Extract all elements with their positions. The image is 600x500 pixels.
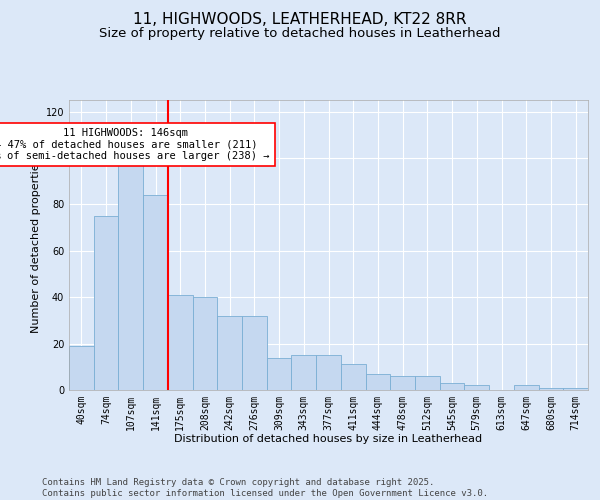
Bar bbox=[292, 355, 316, 390]
Bar bbox=[242, 316, 267, 390]
Text: 11 HIGHWOODS: 146sqm
← 47% of detached houses are smaller (211)
53% of semi-deta: 11 HIGHWOODS: 146sqm ← 47% of detached h… bbox=[0, 128, 269, 161]
Text: 11, HIGHWOODS, LEATHERHEAD, KT22 8RR: 11, HIGHWOODS, LEATHERHEAD, KT22 8RR bbox=[133, 12, 467, 28]
Bar bbox=[69, 346, 94, 390]
Bar bbox=[94, 216, 118, 390]
Bar bbox=[168, 295, 193, 390]
Bar bbox=[440, 383, 464, 390]
Bar bbox=[464, 386, 489, 390]
Bar bbox=[217, 316, 242, 390]
Bar bbox=[193, 297, 217, 390]
Bar bbox=[118, 156, 143, 390]
Bar bbox=[267, 358, 292, 390]
Bar bbox=[563, 388, 588, 390]
Text: Size of property relative to detached houses in Leatherhead: Size of property relative to detached ho… bbox=[99, 28, 501, 40]
Bar bbox=[514, 386, 539, 390]
Text: Contains HM Land Registry data © Crown copyright and database right 2025.
Contai: Contains HM Land Registry data © Crown c… bbox=[42, 478, 488, 498]
Bar bbox=[539, 388, 563, 390]
Y-axis label: Number of detached properties: Number of detached properties bbox=[31, 158, 41, 332]
Bar bbox=[390, 376, 415, 390]
Bar bbox=[365, 374, 390, 390]
Bar bbox=[143, 195, 168, 390]
X-axis label: Distribution of detached houses by size in Leatherhead: Distribution of detached houses by size … bbox=[175, 434, 482, 444]
Bar bbox=[316, 355, 341, 390]
Bar bbox=[415, 376, 440, 390]
Bar bbox=[341, 364, 365, 390]
